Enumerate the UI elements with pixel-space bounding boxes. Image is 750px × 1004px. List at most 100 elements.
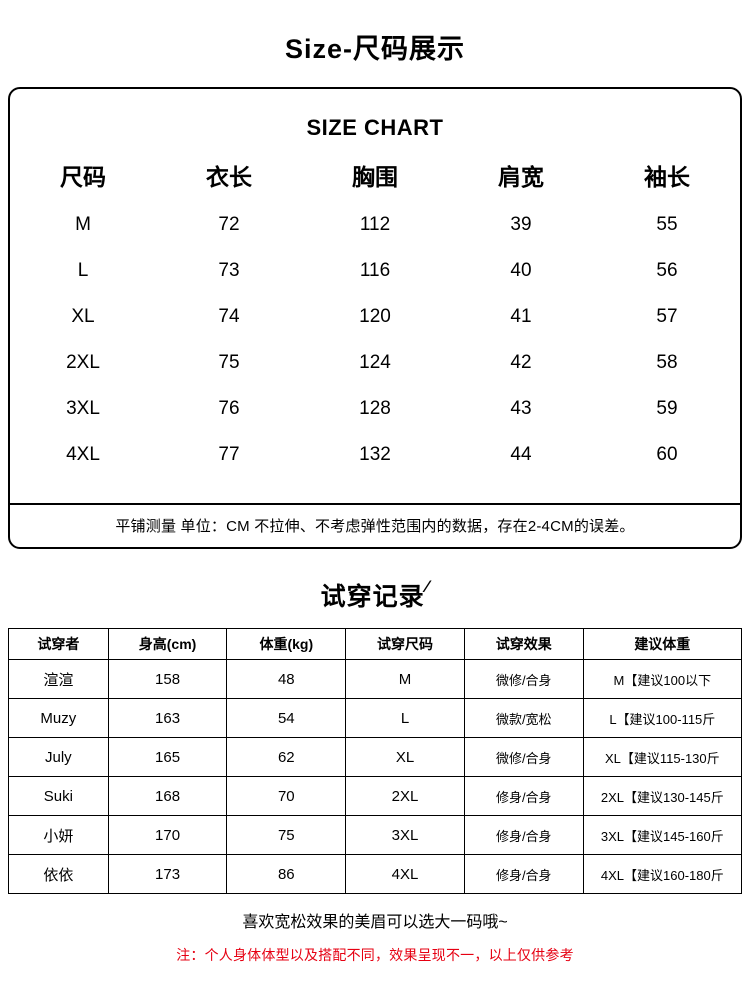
tryon-cell-weight: 62 (226, 737, 347, 778)
tryon-cell-effect: 微修/合身 (463, 737, 584, 778)
size-cell: 39 (510, 214, 532, 236)
tryon-cell-suggest: 2XL【建议130-145斤 (582, 776, 743, 817)
tryon-cell-effect: 微款/宽松 (463, 698, 584, 739)
tryon-col-2: 体重(kg) (226, 628, 347, 661)
table-row: 3XL 76 128 43 59 (10, 386, 740, 432)
size-cell: 132 (359, 444, 391, 466)
tryon-cell-suggest: XL【建议115-130斤 (582, 737, 743, 778)
tryon-cell-size: 4XL (345, 854, 465, 895)
table-row: M 72 112 39 55 (10, 202, 740, 248)
tryon-cell-size: L (345, 698, 465, 739)
size-chart-col-3: 肩宽 (498, 164, 544, 191)
size-chart-header-row: 尺码 衣长 胸围 肩宽 袖长 (10, 149, 740, 202)
size-cell: 76 (218, 398, 240, 420)
table-row: Muzy 163 54 L 微款/宽松 L【建议100-115斤 (8, 698, 743, 739)
table-row: July 165 62 XL 微修/合身 XL【建议115-130斤 (8, 737, 743, 778)
tryon-cell-effect: 修身/合身 (463, 776, 584, 817)
size-cell: 73 (218, 260, 240, 282)
tryon-cell-person: 依依 (8, 854, 109, 895)
tryon-cell-weight: 48 (226, 659, 347, 700)
tryon-cell-size: 2XL (345, 776, 465, 817)
size-cell: 41 (510, 306, 532, 328)
table-row: Suki 168 70 2XL 修身/合身 2XL【建议130-145斤 (8, 776, 743, 817)
size-cell: 43 (510, 398, 532, 420)
size-cell: L (77, 260, 89, 282)
table-row: 4XL 77 132 44 60 (10, 432, 740, 478)
tryon-cell-weight: 54 (226, 698, 347, 739)
tryon-cell-weight: 86 (226, 854, 347, 895)
table-row: L 73 116 40 56 (10, 248, 740, 294)
tryon-cell-height: 173 (107, 854, 228, 895)
tryon-cell-suggest: 4XL【建议160-180斤 (582, 854, 743, 895)
size-cell: 55 (656, 214, 678, 236)
size-cell: 57 (656, 306, 678, 328)
tryon-cell-person: 小妍 (8, 815, 109, 856)
size-cell: 2XL (66, 352, 100, 374)
size-cell: 74 (218, 306, 240, 328)
tryon-cell-effect: 修身/合身 (463, 854, 584, 895)
tryon-cell-person: Suki (8, 776, 109, 817)
table-row: XL 74 120 41 57 (10, 294, 740, 340)
size-cell: 60 (656, 444, 678, 466)
size-cell: 58 (656, 352, 678, 374)
size-cell: 42 (510, 352, 532, 374)
tryon-cell-height: 168 (107, 776, 228, 817)
tryon-cell-size: 3XL (345, 815, 465, 856)
footer-note: 喜欢宽松效果的美眉可以选大一码哦~ (242, 914, 508, 932)
footer-warning: 注：个人身体体型以及搭配不同，效果呈现不一，以上仅供参考 (176, 947, 574, 964)
tryon-col-4: 试穿效果 (463, 628, 584, 661)
size-chart-heading: SIZE CHART (306, 115, 444, 141)
tryon-cell-weight: 70 (226, 776, 347, 817)
size-cell: 124 (359, 352, 391, 374)
tryon-heading-text: 试穿记录 (320, 583, 425, 612)
tryon-col-3: 试穿尺码 (345, 628, 465, 661)
tryon-header-row: 试穿者 身高(cm) 体重(kg) 试穿尺码 试穿效果 建议体重 (8, 628, 743, 661)
size-cell: 44 (510, 444, 532, 466)
table-row: 依依 173 86 4XL 修身/合身 4XL【建议160-180斤 (8, 854, 743, 895)
tryon-heading-mark: ⁄ (425, 577, 430, 597)
tryon-cell-height: 165 (107, 737, 228, 778)
size-cell: 72 (218, 214, 240, 236)
size-cell: 4XL (66, 444, 100, 466)
tryon-cell-suggest: L【建议100-115斤 (582, 698, 743, 739)
size-chart-table: 尺码 衣长 胸围 肩宽 袖长 M 72 112 39 55 L 73 (10, 149, 740, 478)
tryon-cell-effect: 修身/合身 (463, 815, 584, 856)
table-row: 2XL 75 124 42 58 (10, 340, 740, 386)
tryon-cell-size: M (345, 659, 465, 700)
size-chart-col-2: 胸围 (352, 164, 398, 191)
size-cell: M (75, 214, 91, 236)
size-chart-col-0: 尺码 (60, 164, 106, 191)
tryon-cell-height: 170 (107, 815, 228, 856)
tryon-cell-weight: 75 (226, 815, 347, 856)
size-cell: 116 (359, 260, 391, 282)
tryon-col-1: 身高(cm) (107, 628, 228, 661)
size-cell: 59 (656, 398, 678, 420)
tryon-table: 试穿者 身高(cm) 体重(kg) 试穿尺码 试穿效果 建议体重 渲渲 158 … (8, 628, 743, 895)
tryon-cell-person: 渲渲 (8, 659, 109, 700)
tryon-panel: 试穿者 身高(cm) 体重(kg) 试穿尺码 试穿效果 建议体重 渲渲 158 … (8, 628, 743, 895)
tryon-cell-person: Muzy (8, 698, 109, 739)
tryon-cell-height: 158 (107, 659, 228, 700)
table-row: 渲渲 158 48 M 微修/合身 M【建议100以下 (8, 659, 743, 700)
tryon-cell-effect: 微修/合身 (463, 659, 584, 700)
size-chart-panel: SIZE CHART 尺码 衣长 胸围 肩宽 袖长 M 72 112 39 55 (8, 87, 742, 550)
tryon-heading: 试穿记录⁄ (0, 577, 750, 613)
size-chart-col-1: 衣长 (206, 164, 252, 191)
size-cell: 75 (218, 352, 240, 374)
size-cell: 112 (359, 214, 391, 236)
size-chart-note: 平铺测量 单位：CM 不拉伸、不考虑弹性范围内的数据，存在2-4CM的误差。 (10, 503, 740, 547)
tryon-cell-person: July (8, 737, 109, 778)
tryon-col-5: 建议体重 (582, 628, 743, 661)
size-cell: XL (71, 306, 95, 328)
table-row: 小妍 170 75 3XL 修身/合身 3XL【建议145-160斤 (8, 815, 743, 856)
tryon-cell-size: XL (345, 737, 465, 778)
size-cell: 3XL (66, 398, 100, 420)
size-cell: 56 (656, 260, 678, 282)
tryon-col-0: 试穿者 (8, 628, 109, 661)
page-title: Size-尺码展示 (284, 34, 466, 64)
tryon-cell-height: 163 (107, 698, 228, 739)
size-cell: 120 (359, 306, 391, 328)
size-cell: 128 (359, 398, 391, 420)
size-cell: 77 (218, 444, 240, 466)
